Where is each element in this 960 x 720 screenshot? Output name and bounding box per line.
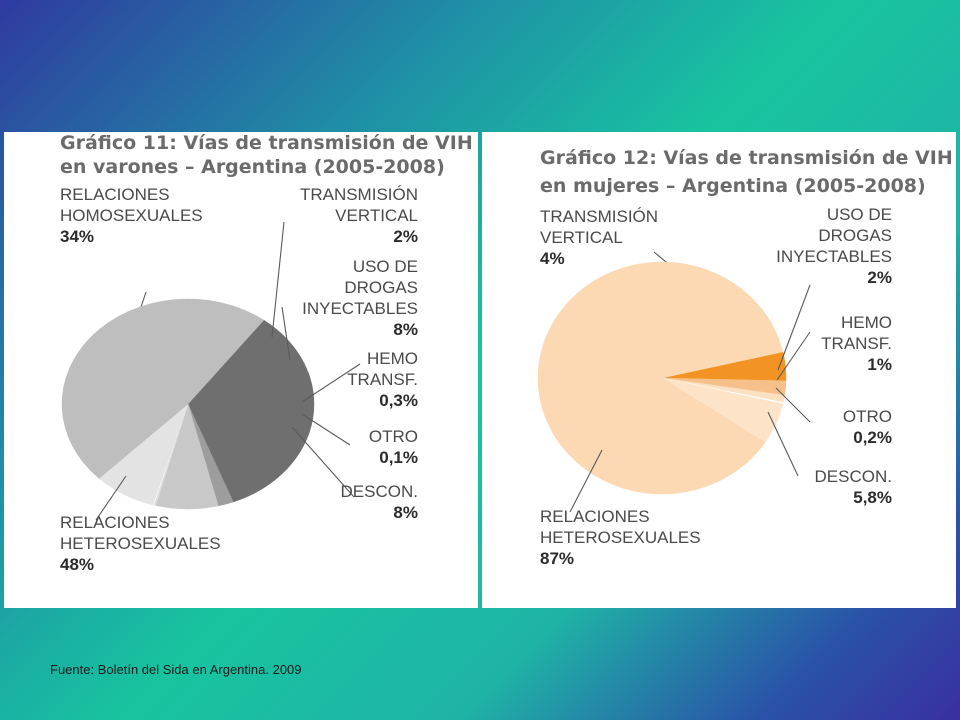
pie-chart-mujeres: TRANSMISIÓN VERTICAL 4% USO DE DROGAS INYECTA…: [537, 205, 892, 568]
slice-label-3: HEMO TRANSF. 0,3%: [347, 349, 418, 410]
leader-line-1: [777, 284, 811, 371]
chart-title-line2: en mujeres – Argentina (2005-2008): [540, 175, 926, 197]
leader-line-3: [775, 387, 811, 423]
slice-label-text: HOMOSEXUALES: [60, 206, 203, 225]
leader-line-6: [95, 475, 127, 521]
slice-label-0: TRANSMISIÓN VERTICAL 4%: [540, 207, 658, 268]
slice-label-text: DESCON.: [815, 467, 892, 486]
slice-label-1: USO DE DROGAS INYECTABLES 2%: [776, 205, 892, 287]
slice-label-text: OTRO: [369, 427, 418, 446]
slice-label-5: RELACIONES HETEROSEXUALES 87%: [540, 507, 701, 568]
slice-label-text: OTRO: [843, 407, 892, 426]
slice-pct-label: 2%: [867, 268, 892, 287]
slice-label-1: TRANSMISIÓN VERTICAL 2%: [300, 185, 418, 246]
leader-line-3: [301, 363, 361, 403]
slice-label-text: VERTICAL: [335, 206, 418, 225]
source-note: Fuente: Boletín del Sida en Argentina. 2…: [50, 662, 302, 677]
chart-title-line2: en varones – Argentina (2005-2008): [60, 156, 445, 178]
slice-label-text: USO DE: [353, 257, 418, 276]
pie-slice-6: [61, 298, 265, 479]
slice-label-2: USO DE DROGAS INYECTABLES 8%: [302, 257, 418, 339]
slice-label-text: USO DE: [827, 205, 892, 224]
slice-pct-label: 0,3%: [379, 391, 418, 410]
slice-label-text: INYECTABLES: [302, 299, 418, 318]
slice-label-4: OTRO 0,1%: [369, 427, 418, 467]
chart-panel-varones: Gráfico 11: Vías de transmisión de VIH e…: [4, 132, 478, 608]
slice-pct-label: 48%: [60, 555, 94, 574]
slice-pct-label: 87%: [540, 549, 574, 568]
pie-slice-5: [537, 261, 784, 495]
slice-label-text: RELACIONES: [540, 507, 650, 526]
slice-pct-label: 2%: [393, 227, 418, 246]
slice-pct-label: 34%: [60, 227, 94, 246]
leader-line-2: [281, 306, 291, 361]
slice-label-text: TRANSMISIÓN: [540, 207, 658, 226]
leader-line-5: [291, 426, 355, 498]
slice-label-2: HEMO TRANSF. 1%: [821, 313, 892, 374]
slice-label-5: DESCON. 8%: [341, 482, 418, 522]
slice-pct-label: 1%: [867, 355, 892, 374]
leader-line-5: [569, 449, 603, 513]
slice-label-text: TRANSMISIÓN: [300, 185, 418, 204]
slice-label-6: RELACIONES HETEROSEXUALES 48%: [60, 513, 221, 574]
slice-label-0: RELACIONES HOMOSEXUALES 34%: [60, 185, 203, 246]
slice-label-text: DESCON.: [341, 482, 418, 501]
chart-title-line1: Gráfico 12: Vías de transmisión de VIH: [540, 147, 953, 169]
slice-label-text: RELACIONES: [60, 185, 170, 204]
slice-label-text: DROGAS: [818, 226, 892, 245]
slice-pct-label: 5,8%: [853, 488, 892, 507]
slice-label-text: TRANSF.: [347, 370, 418, 389]
chart-title-line1: Gráfico 11: Vías de transmisión de VIH: [60, 132, 473, 154]
slice-label-text: HETEROSEXUALES: [540, 528, 701, 547]
slice-pct-label: 0,2%: [853, 428, 892, 447]
leader-line-4: [767, 411, 799, 477]
leader-line-1: [271, 221, 285, 338]
slice-label-text: TRANSF.: [821, 334, 892, 353]
chart-panel-mujeres: Gráfico 12: Vías de transmisión de VIH e…: [482, 132, 956, 608]
pie-chart-varones: RELACIONES HOMOSEXUALES 34% TRANSMISIÓN VERT…: [60, 185, 418, 574]
slice-label-4: DESCON. 5,8%: [815, 467, 892, 507]
leader-line-4: [301, 413, 351, 446]
slice-pct-label: 8%: [393, 503, 418, 522]
slice-label-text: VERTICAL: [540, 228, 623, 247]
slice-pct-label: 4%: [540, 249, 565, 268]
slice-label-text: HEMO: [841, 313, 892, 332]
slice-label-3: OTRO 0,2%: [843, 407, 892, 447]
slice-label-text: HEMO: [367, 349, 418, 368]
leader-line-2: [776, 331, 811, 381]
slice-label-text: DROGAS: [344, 278, 418, 297]
slice-pct-label: 8%: [393, 320, 418, 339]
slice-label-text: HETEROSEXUALES: [60, 534, 221, 553]
slice-label-text: INYECTABLES: [776, 247, 892, 266]
slice-pct-label: 0,1%: [379, 448, 418, 467]
slice-label-text: RELACIONES: [60, 513, 170, 532]
